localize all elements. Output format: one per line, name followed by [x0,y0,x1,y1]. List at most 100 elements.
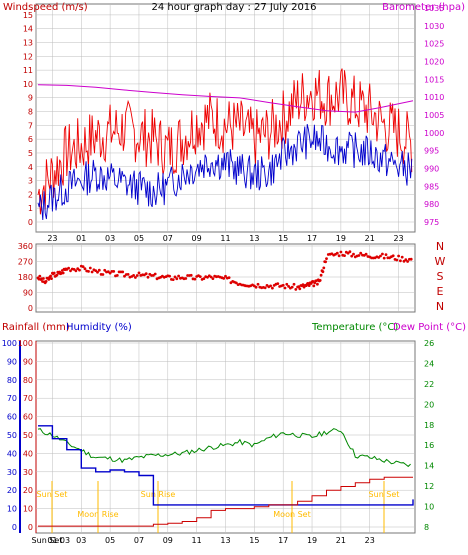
wind-direction-point [168,274,172,278]
temp-line [37,428,411,468]
wind-direction-point [171,278,175,281]
wind-direction-point [359,251,363,255]
barometer-line [37,84,414,113]
wind-direction-point [55,273,59,277]
panel1-x-tick: 09 [192,234,202,243]
panel1-x-tick: 23 [47,234,57,243]
panel3-temp-tick: 26 [424,339,434,348]
rain-line [38,476,413,527]
panel3-humidity-tick: 70 [7,394,17,403]
panel3-temp-tick: 12 [424,482,434,491]
panel3-x-tick: 01 [47,536,57,545]
wind-direction-point [184,277,188,280]
panel3-humidity-tick: 0 [12,523,17,532]
panel3-x-tick: 15 [249,536,259,545]
wind-direction-point [222,277,226,280]
panel1-y-right-tick: 1035 [424,4,444,13]
panel3-rain-tick: 20 [23,486,33,495]
wind-direction-point [319,273,323,277]
panel3-rain-tick: 70 [23,394,33,403]
wind-direction-point [47,278,51,281]
wind-direction-point [209,275,213,279]
panel1-y-right-tick: 980 [424,200,439,209]
panel1-y-right-tick: 990 [424,165,439,174]
wind-direction-point [316,282,319,286]
panel3-humidity-tick: 90 [7,357,17,366]
wind-direction-point [87,270,90,273]
panel3-x-tick: Sun Set [32,536,63,545]
wind-direction-point [175,277,179,281]
panel1-y-left-tick: 14 [23,25,33,34]
panel3-rain-tick: 50 [23,431,33,440]
panel1-y-left-tick: 5 [28,149,33,158]
wind-direction-point [352,252,355,256]
sun-moon-label: Sun Set [37,490,68,499]
panel3-rain-tick: 10 [23,505,33,514]
wind-direction-point [227,276,231,279]
wind-direction-point [321,270,325,274]
panel3-rain-tick: 60 [23,413,33,422]
panel1-y-left-tick: 7 [28,121,33,130]
wind-direction-point [325,257,328,260]
wind-direction-point [74,269,78,273]
wind-direction-point [234,281,238,285]
wind-direction-point [144,272,148,276]
wind-direction-point [307,284,311,287]
wind-direction-point [357,254,361,257]
wind-direction-point [211,277,215,280]
wind-direction-point [276,282,280,285]
panel3-humidity-tick: 10 [7,505,17,514]
panel3-x-tick: 09 [163,536,173,545]
wind-direction-point [132,274,136,277]
panel3-humidity-tick: 80 [7,376,17,385]
panel1-x-tick: 23 [393,234,403,243]
wind-direction-point [101,273,105,276]
panel2-compass-label: N [436,240,444,253]
panel3-humidity-label: Humidity (%) [66,322,132,333]
panel1-y-right-tick: 1010 [424,93,444,102]
panel1-y-right-tick: 1015 [424,75,444,84]
wind-direction-point [83,267,87,271]
wind-direction-point [283,286,287,290]
sun-moon-label: Sun Rise [141,490,176,499]
wind-direction-point [397,254,400,258]
panel1-y-right-tick: 1030 [424,22,444,31]
panel3-humidity-tick: 100 [2,339,17,348]
wind-direction-point [294,288,298,291]
panel3-temp-tick: 24 [424,359,434,368]
wind-direction-point [337,254,341,258]
wind-direction-point [298,287,302,291]
wind-direction-point [254,285,258,289]
wind-direction-point [285,282,289,286]
windspeed-line [37,68,413,215]
panel3-temp-tick: 14 [424,462,434,471]
wind-direction-point [134,276,137,279]
wind-direction-point [322,266,326,270]
sun-moon-label: Moon Rise [77,510,118,519]
panel3-rain-tick: 40 [23,449,33,458]
gust-line [37,124,413,221]
panel1-y-right-tick: 985 [424,182,439,191]
wind-direction-point [263,286,267,290]
wind-direction-point [409,257,413,261]
panel1-y-left-tick: 6 [28,135,33,144]
wind-direction-point [292,282,296,286]
panel2-compass-label: E [437,285,444,298]
panel1-y-right-tick: 1025 [424,40,444,49]
wind-direction-point [146,275,150,279]
panel1-y-right-tick: 1005 [424,111,444,120]
wind-direction-point [135,274,139,277]
panel3-x-tick: 23 [365,536,375,545]
wind-direction-point [198,275,202,278]
panel1-y-left-tick: 0 [28,218,33,227]
panel1-y-left-tick: 9 [28,94,33,103]
wind-direction-point [96,270,99,274]
panel1-title: 24 hour graph day : 27 July 2016 [151,2,316,13]
wind-direction-point [343,254,346,257]
panel1-y-left-tick: 15 [23,11,33,20]
panel1-left-axis-label: Windspeed (m/s) [3,2,88,13]
panel3-humidity-tick: 50 [7,431,17,440]
panel1-y-left-tick: 11 [23,66,33,75]
wind-direction-point [112,270,116,273]
